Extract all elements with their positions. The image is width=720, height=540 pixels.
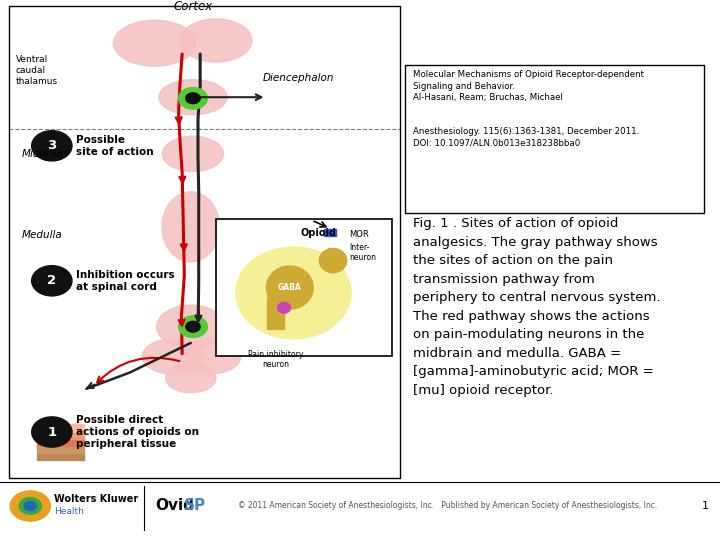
Text: Fig. 1 . Sites of action of opioid
analgesics. The gray pathway shows
the sites : Fig. 1 . Sites of action of opioid analg… xyxy=(413,217,660,396)
Text: GABA: GABA xyxy=(278,283,302,292)
Ellipse shape xyxy=(142,339,203,374)
Ellipse shape xyxy=(236,247,351,339)
Ellipse shape xyxy=(163,137,223,172)
Text: Midbrain: Midbrain xyxy=(22,149,67,159)
Text: Cortex: Cortex xyxy=(174,0,212,13)
Text: © 2011 American Society of Anesthesiologists, Inc.   Published by American Socie: © 2011 American Society of Anesthesiolog… xyxy=(238,502,657,510)
Ellipse shape xyxy=(320,248,347,273)
Text: Possible direct
actions of opioids on
peripheral tissue: Possible direct actions of opioids on pe… xyxy=(76,415,199,449)
Ellipse shape xyxy=(166,363,216,393)
Text: Opioid: Opioid xyxy=(301,228,336,239)
Ellipse shape xyxy=(114,20,196,66)
Text: Molecular Mechanisms of Opioid Receptor-dependent
Signaling and Behavior.
Al-Has: Molecular Mechanisms of Opioid Receptor-… xyxy=(413,70,644,102)
Circle shape xyxy=(19,498,41,514)
FancyBboxPatch shape xyxy=(216,219,392,356)
Bar xyxy=(37,438,84,446)
Text: 1: 1 xyxy=(702,501,709,511)
Text: Inter-
neuron: Inter- neuron xyxy=(348,243,376,262)
Text: MOR: MOR xyxy=(348,230,369,239)
Bar xyxy=(37,446,84,453)
Bar xyxy=(266,297,284,329)
Text: Medulla: Medulla xyxy=(22,230,63,240)
Text: Pain inhibitory
neuron: Pain inhibitory neuron xyxy=(248,350,303,369)
Circle shape xyxy=(179,316,207,338)
Text: Inhibition occurs
at spinal cord: Inhibition occurs at spinal cord xyxy=(76,269,174,292)
Bar xyxy=(37,424,84,432)
Text: 2: 2 xyxy=(48,274,56,287)
Circle shape xyxy=(179,87,207,109)
Ellipse shape xyxy=(266,266,313,309)
Text: Health: Health xyxy=(54,508,84,516)
Text: Wolters Kluwer: Wolters Kluwer xyxy=(54,495,138,504)
Ellipse shape xyxy=(277,302,290,313)
Text: Spinal cord: Spinal cord xyxy=(281,341,339,350)
Ellipse shape xyxy=(180,339,240,374)
Text: Diencephalon: Diencephalon xyxy=(263,73,334,83)
FancyBboxPatch shape xyxy=(405,65,704,213)
Text: Ovid: Ovid xyxy=(155,498,194,514)
Ellipse shape xyxy=(162,192,220,262)
Circle shape xyxy=(24,502,36,510)
Text: 3: 3 xyxy=(48,139,56,152)
Bar xyxy=(37,431,84,439)
Circle shape xyxy=(32,266,72,296)
Circle shape xyxy=(186,321,200,332)
Ellipse shape xyxy=(180,19,252,62)
Text: Ventral
caudal
thalamus: Ventral caudal thalamus xyxy=(16,55,58,86)
Ellipse shape xyxy=(158,80,228,115)
Ellipse shape xyxy=(157,305,225,348)
Text: Possible
site of action: Possible site of action xyxy=(76,134,153,157)
Circle shape xyxy=(32,131,72,161)
Circle shape xyxy=(186,93,200,104)
Text: 1: 1 xyxy=(48,426,56,438)
Bar xyxy=(324,228,336,236)
Text: Anesthesiology. 115(6):1363-1381, December 2011.
DOI: 10.1097/ALN.0b013e318238bb: Anesthesiology. 115(6):1363-1381, Decemb… xyxy=(413,127,639,147)
Circle shape xyxy=(10,491,50,521)
FancyBboxPatch shape xyxy=(9,6,400,478)
Bar xyxy=(37,453,84,460)
Text: SP: SP xyxy=(184,498,206,514)
Circle shape xyxy=(32,417,72,447)
